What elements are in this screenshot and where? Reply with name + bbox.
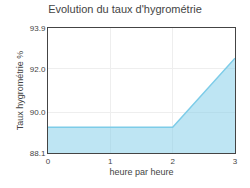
svg-text:Evolution du taux d'hygrométri: Evolution du taux d'hygrométrie [48,3,202,15]
svg-text:0: 0 [46,157,51,166]
svg-text:2: 2 [170,157,175,166]
svg-text:93.9: 93.9 [30,24,46,33]
svg-text:1: 1 [108,157,113,166]
svg-text:90.0: 90.0 [30,108,46,117]
svg-text:Taux hygrométrie %: Taux hygrométrie % [15,51,25,131]
svg-text:88.1: 88.1 [30,149,46,158]
svg-text:92.0: 92.0 [30,65,46,74]
svg-text:3: 3 [233,157,238,166]
svg-text:heure par heure: heure par heure [109,167,173,177]
